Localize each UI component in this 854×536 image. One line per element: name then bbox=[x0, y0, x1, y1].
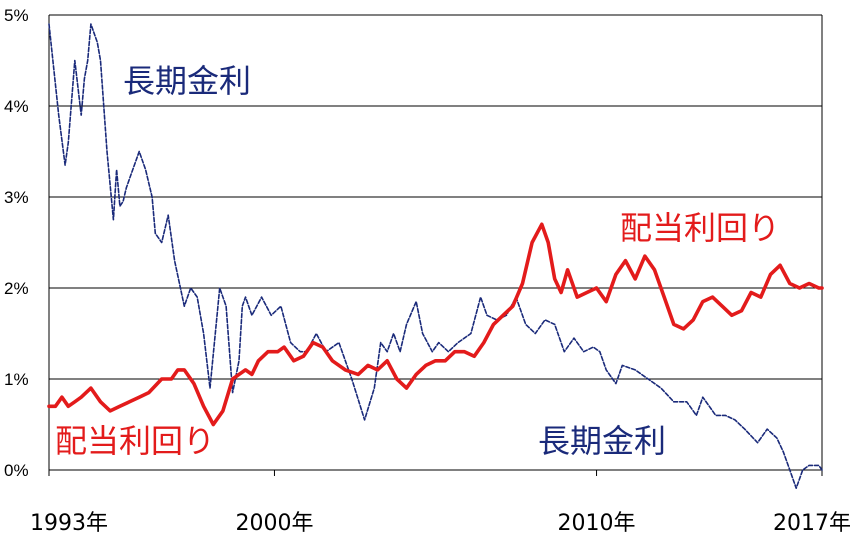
series-line-long_rate bbox=[48, 23, 823, 490]
annotation-long-rate-top: 長期金利 bbox=[123, 62, 251, 100]
x-tick-label: 1993年 bbox=[30, 511, 108, 536]
annotation-dividend-left: 配当利回り bbox=[55, 422, 215, 460]
x-tick-label: 2000年 bbox=[235, 511, 313, 536]
annotation-dividend-right: 配当利回り bbox=[620, 209, 780, 247]
y-tick-label: 5% bbox=[4, 6, 29, 25]
y-tick-label: 0% bbox=[4, 461, 29, 480]
series-line-dividend bbox=[47, 222, 824, 427]
y-tick-label: 3% bbox=[4, 188, 29, 207]
x-tick-label: 2010年 bbox=[558, 511, 636, 536]
y-tick-label: 4% bbox=[4, 97, 29, 116]
y-tick-label: 2% bbox=[4, 279, 29, 298]
series-lines bbox=[47, 23, 824, 490]
gridlines bbox=[48, 14, 823, 476]
annotation-long-rate-bottom: 長期金利 bbox=[538, 422, 666, 460]
y-tick-label: 1% bbox=[4, 370, 29, 389]
y-axis-ticks: 0% 1% 2% 3% 4% 5% bbox=[4, 6, 29, 480]
x-axis-ticks: 1993年 2000年 2010年 2017年 bbox=[30, 511, 851, 536]
x-tick-label: 2017年 bbox=[773, 511, 851, 536]
